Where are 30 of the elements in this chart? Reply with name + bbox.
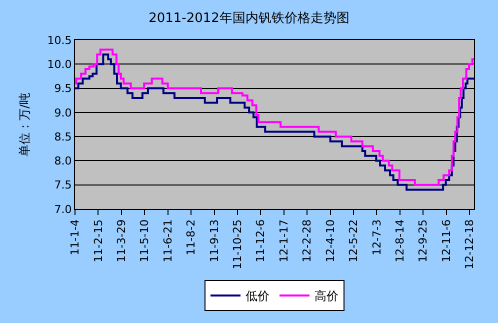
y-tick-label: 10.5 [47,34,72,47]
x-tick-label: 11-2-15 [92,219,105,262]
y-tick-label: 7.5 [54,178,72,192]
y-tick-label: 9.0 [54,106,72,120]
x-tick-label: 11-3-29 [114,219,128,262]
x-tick-label: 11-12-6 [254,219,268,262]
x-tick-label: 11-6-21 [161,219,174,262]
y-axis-title: 单位：万/吨 [18,92,32,157]
x-tick-label: 12-7-3 [370,219,384,256]
x-tick-label: 12-2-28 [300,219,314,262]
x-tick-label: 12-1-17 [277,219,290,262]
x-tick-label: 12-8-14 [394,219,407,262]
x-tick-label: 12-9-25 [416,219,430,262]
x-tick-label: 12-12-18 [463,219,476,270]
x-tick-label: 11-9-13 [208,219,221,262]
x-tick-label: 12-5-22 [347,219,360,262]
y-tick-label: 9.5 [54,82,72,96]
y-tick-label: 8.0 [54,154,72,168]
x-tick-label: 11-1-4 [68,219,82,256]
chart-title: 2011-2012年国内钒铁价格走势图 [148,11,350,26]
x-tick-label: 11-5-10 [138,219,152,262]
legend-label: 高价 [314,289,338,304]
x-tick-label: 11-8-2 [184,219,198,256]
legend-label: 低价 [246,289,270,304]
y-tick-label: 10.0 [47,58,72,71]
x-tick-label: 11-10-25 [231,219,244,270]
y-tick-label: 7.0 [54,202,72,216]
y-tick-label: 8.5 [54,130,72,144]
x-tick-label: 12-11-6 [440,219,453,262]
x-tick-label: 12-4-10 [324,219,337,262]
